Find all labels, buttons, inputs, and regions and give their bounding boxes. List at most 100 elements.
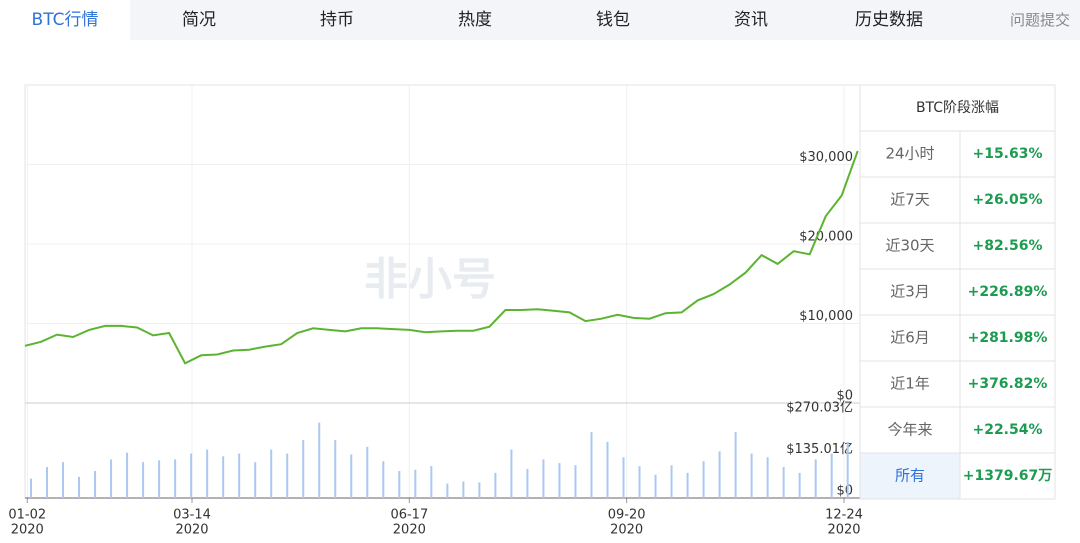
volume-bar: [238, 453, 241, 498]
period-label: 近3月: [890, 283, 930, 301]
volume-bar: [494, 472, 497, 498]
price-line: [24, 150, 859, 365]
volume-bar: [830, 453, 833, 498]
x-tick-label: 12-24: [825, 508, 863, 523]
period-label: 近1年: [890, 375, 930, 393]
volume-bar: [206, 449, 209, 498]
volume-bar: [270, 449, 273, 498]
volume-bar: [702, 461, 705, 498]
volume-bar: [382, 461, 385, 498]
gain-value: +281.98%: [968, 330, 1048, 346]
volume-bar: [94, 471, 97, 498]
table-cell: [859, 406, 961, 454]
gain-value: +376.82%: [968, 376, 1048, 392]
x-tick-label: 2020: [393, 523, 426, 538]
gain-value: +26.05%: [972, 192, 1042, 208]
gain-value: +1379.67万: [963, 468, 1053, 484]
volume-bar: [462, 481, 465, 498]
period-label: 所有: [895, 467, 925, 485]
volume-bar: [670, 465, 673, 498]
tab[interactable]: 热度: [458, 10, 492, 30]
table-cell: [959, 268, 1056, 316]
volume-bar: [750, 453, 753, 498]
volume-bar: [174, 459, 177, 498]
tab-bar: BTC行情 简况 持币 热度 钱包 资讯 历史数据 问题提交: [0, 0, 1080, 40]
volume-bar: [542, 459, 545, 498]
volume-bar: [414, 469, 417, 498]
volume-bar: [574, 465, 577, 498]
table-cell: [859, 360, 961, 408]
table-cell: [859, 176, 961, 224]
gain-value: +15.63%: [972, 146, 1042, 162]
period-label: 近30天: [885, 237, 934, 255]
tab[interactable]: 钱包: [596, 10, 630, 30]
table-cell: [959, 314, 1056, 362]
volume-bar: [558, 463, 561, 498]
volume-bar: [350, 454, 353, 498]
volume-bar: [30, 478, 32, 498]
volume-bar: [606, 441, 609, 498]
volume-bar: [782, 467, 785, 498]
period-label: 近6月: [890, 329, 930, 347]
volume-bar: [46, 467, 49, 498]
x-tick-label: 03-14: [173, 508, 211, 523]
table-cell: [859, 314, 961, 362]
tab[interactable]: 持币: [320, 10, 354, 30]
volume-bar: [510, 449, 513, 498]
y-tick-label: $0: [836, 389, 853, 404]
y2-tick-label: $270.03亿: [786, 401, 853, 416]
y-tick-label: $20,000: [799, 230, 853, 245]
volume-bar: [446, 483, 449, 498]
table-cell: [859, 222, 961, 270]
volume-bar: [846, 441, 849, 498]
x-tick-label: 01-02: [8, 508, 46, 523]
table-cell: [959, 406, 1056, 454]
y-tick-label: $10,000: [799, 309, 853, 324]
table-cell: [959, 222, 1056, 270]
volume-bar: [478, 482, 481, 498]
volume-bar: [718, 451, 721, 498]
table-cell: [859, 452, 961, 500]
tab[interactable]: 历史数据: [855, 10, 923, 30]
volume-bar: [110, 459, 113, 498]
y2-tick-label: $0: [836, 484, 853, 499]
table-cell: [959, 452, 1056, 500]
volume-bar: [430, 466, 433, 498]
x-tick-label: 2020: [175, 523, 208, 538]
volume-bar: [142, 462, 145, 498]
volume-bar: [334, 440, 337, 498]
volume-bar: [302, 440, 305, 498]
volume-bar: [734, 432, 737, 498]
volume-bar: [638, 466, 641, 498]
volume-bar: [318, 422, 321, 498]
table-header: [859, 84, 1056, 132]
table-title: BTC阶段涨幅: [916, 100, 999, 116]
volume-bar: [158, 460, 161, 498]
period-label: 近7天: [890, 191, 930, 209]
x-tick-label: 06-17: [390, 508, 428, 523]
x-tick-label: 2020: [11, 523, 44, 538]
tab[interactable]: 资讯: [734, 10, 768, 30]
period-label: 今年来: [887, 421, 932, 439]
gain-value: +226.89%: [968, 284, 1048, 300]
tab[interactable]: 简况: [182, 10, 216, 30]
volume-bar: [222, 456, 225, 498]
x-tick-label: 2020: [610, 523, 643, 538]
x-tick-label: 09-20: [608, 508, 646, 523]
tab[interactable]: BTC行情: [0, 0, 130, 40]
volume-bar: [590, 432, 593, 498]
watermark: 非小号: [364, 254, 496, 305]
table-cell: [959, 130, 1056, 178]
volume-bar: [62, 462, 65, 498]
volume-bar: [254, 462, 257, 498]
volume-bar: [686, 472, 689, 498]
volume-bar: [190, 453, 193, 498]
table-cell: [859, 130, 961, 178]
gain-value: +22.54%: [972, 422, 1042, 438]
tab[interactable]: 问题提交: [1009, 11, 1070, 29]
volume-bar: [766, 457, 769, 498]
y2-tick-label: $135.01亿: [786, 442, 853, 457]
volume-bar: [398, 471, 401, 498]
